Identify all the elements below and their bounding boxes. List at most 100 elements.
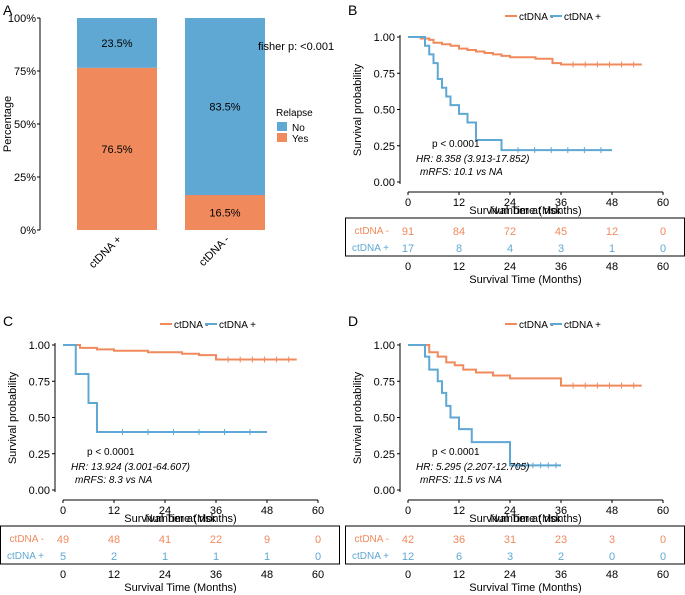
x-tick-label: 12 <box>453 505 465 517</box>
y-tick-label: 0.75 <box>29 376 50 388</box>
risk-count-pos: 17 <box>402 243 414 255</box>
y-tick-label: 0.75 <box>374 68 395 80</box>
risk-x-tick-label: 24 <box>504 261 516 273</box>
legend-no-swatch <box>277 122 287 131</box>
risk-count-neg: 45 <box>555 226 567 238</box>
hr-label: HR: 8.358 (3.913-17.852) <box>416 154 529 165</box>
y-tick-label: 0.00 <box>374 177 395 189</box>
km-curve-ctdna-pos <box>408 344 561 467</box>
risk-count-neg: 22 <box>210 534 222 546</box>
risk-count-neg: 31 <box>504 534 516 546</box>
legend-neg-label: ctDNA - <box>519 320 553 331</box>
risk-x-tick-label: 0 <box>405 569 411 581</box>
y-tick-label: 1.00 <box>374 32 395 44</box>
x-tick-label: 48 <box>606 197 618 209</box>
risk-count-pos: 12 <box>402 551 414 563</box>
x-axis-title: Survival Time (Months) <box>469 205 581 217</box>
risk-count-pos: 5 <box>60 551 66 563</box>
risk-x-tick-label: 36 <box>210 569 222 581</box>
y-tick-label: 0% <box>20 225 36 237</box>
risk-count-neg: 48 <box>108 534 120 546</box>
y-tick-label: 100% <box>8 13 36 25</box>
p-value-label: p < 0.0001 <box>87 447 135 458</box>
y-tick-label: 0.25 <box>374 141 395 153</box>
km-curve-ctdna-pos <box>408 36 612 152</box>
risk-count-pos: 0 <box>660 243 666 255</box>
risk-count-pos: 2 <box>111 551 117 563</box>
panel-b-letter: B <box>348 2 358 18</box>
bar-yes-segment <box>185 195 265 230</box>
risk-count-pos: 1 <box>213 551 219 563</box>
panel-d-letter: D <box>348 313 359 329</box>
risk-row-label-neg: ctDNA - <box>355 226 389 237</box>
bar-no-data-label: 23.5% <box>101 38 132 50</box>
y-tick-label: 0.25 <box>374 449 395 461</box>
risk-x-tick-label: 48 <box>261 569 273 581</box>
risk-count-pos: 3 <box>507 551 513 563</box>
legend-title: Relapse <box>276 108 313 119</box>
risk-x-tick-label: 0 <box>60 569 66 581</box>
risk-x-tick-label: 48 <box>606 569 618 581</box>
risk-count-neg: 91 <box>402 226 414 238</box>
x-category-label: ctDNA + <box>87 234 124 271</box>
risk-count-neg: 84 <box>453 226 465 238</box>
risk-count-pos: 2 <box>558 551 564 563</box>
risk-x-tick-label: 36 <box>555 261 567 273</box>
risk-x-tick-label: 24 <box>159 569 171 581</box>
y-axis-title: Percentage <box>2 96 14 152</box>
risk-count-pos: 0 <box>660 551 666 563</box>
y-tick-label: 1.00 <box>374 340 395 352</box>
risk-row-label-neg: ctDNA - <box>355 534 389 545</box>
risk-x-axis-title: Survival Time (Months) <box>124 582 236 593</box>
x-tick-label: 0 <box>405 505 411 517</box>
x-tick-label: 12 <box>108 505 120 517</box>
risk-x-axis-title: Survival Time (Months) <box>469 274 581 286</box>
x-tick-label: 60 <box>657 505 669 517</box>
risk-x-tick-label: 24 <box>504 569 516 581</box>
x-tick-label: 24 <box>504 505 516 517</box>
legend-neg-label: ctDNA - <box>174 320 208 331</box>
hr-label: HR: 13.924 (3.001-64.607) <box>71 462 190 473</box>
risk-row-label-pos: ctDNA + <box>352 243 389 254</box>
risk-count-neg: 49 <box>57 534 69 546</box>
bar-yes-segment <box>77 67 157 230</box>
y-tick-label: 0.00 <box>29 485 50 497</box>
km-curve-ctdna-neg <box>408 36 642 66</box>
risk-table-title: Number at risk <box>490 513 562 525</box>
risk-count-pos: 8 <box>456 243 462 255</box>
x-axis-title: Survival Time (Months) <box>469 513 581 525</box>
risk-count-neg: 36 <box>453 534 465 546</box>
panel-c-km-plot: ctDNA - ctDNA + 0.00 0.25 0.50 0.75 1.00 Surviv… <box>0 320 340 593</box>
x-category-label: ctDNA - <box>197 233 233 269</box>
risk-count-pos: 3 <box>558 243 564 255</box>
y-tick-label: 0.50 <box>374 413 395 425</box>
km-curve-ctdna-pos <box>63 344 267 433</box>
legend-pos-label: ctDNA + <box>219 320 256 331</box>
mrfs-label: mRFS: 10.1 vs NA <box>420 167 503 178</box>
legend-yes-label: Yes <box>292 134 308 145</box>
x-tick-label: 60 <box>657 197 669 209</box>
y-tick-label: 0.50 <box>374 105 395 117</box>
y-tick-label: 1.00 <box>29 340 50 352</box>
legend-pos-label: ctDNA + <box>564 320 601 331</box>
risk-x-tick-label: 0 <box>405 261 411 273</box>
risk-count-neg: 0 <box>660 534 666 546</box>
risk-row-label-pos: ctDNA + <box>352 551 389 562</box>
y-axis-title: Survival probability <box>7 371 19 464</box>
risk-x-tick-label: 12 <box>108 569 120 581</box>
risk-x-tick-label: 36 <box>555 569 567 581</box>
y-tick-label: 75% <box>14 66 36 78</box>
x-tick-label: 0 <box>405 197 411 209</box>
x-tick-label: 48 <box>261 505 273 517</box>
risk-count-neg: 3 <box>609 534 615 546</box>
legend-pos-label: ctDNA + <box>564 12 601 23</box>
y-tick-label: 0.00 <box>374 485 395 497</box>
risk-x-tick-label: 60 <box>312 569 324 581</box>
risk-x-tick-label: 12 <box>453 569 465 581</box>
risk-count-pos: 0 <box>609 551 615 563</box>
mrfs-label: mRFS: 11.5 vs NA <box>420 475 502 486</box>
legend-yes-swatch <box>277 133 287 142</box>
risk-count-neg: 0 <box>315 534 321 546</box>
x-tick-label: 60 <box>312 505 324 517</box>
p-value-label: p < 0.0001 <box>432 139 480 150</box>
